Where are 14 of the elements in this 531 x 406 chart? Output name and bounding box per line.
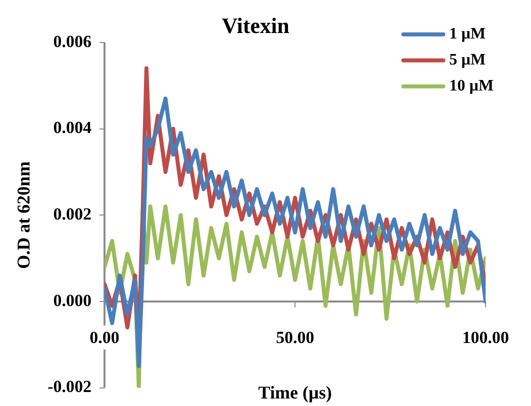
legend-label: 1 µM — [449, 26, 486, 43]
y-tick-label: 0.004 — [53, 118, 92, 138]
legend-label: 10 µM — [449, 78, 494, 95]
y-axis-title: O.D at 620nm — [13, 161, 34, 269]
legend-label: 5 µM — [449, 52, 486, 69]
chart-title: Vitexin — [222, 12, 290, 38]
x-tick-label: 50.00 — [276, 328, 314, 348]
y-tick-label: -0.002 — [48, 377, 92, 396]
x-axis-title: Time (µs) — [258, 382, 332, 402]
x-tick-label: 0.00 — [90, 328, 120, 348]
y-tick-label: 0.006 — [53, 32, 92, 51]
y-tick-label: 0.000 — [53, 290, 92, 310]
y-tick-label: 0.002 — [53, 204, 92, 224]
x-tick-label: 100.00 — [462, 328, 509, 348]
